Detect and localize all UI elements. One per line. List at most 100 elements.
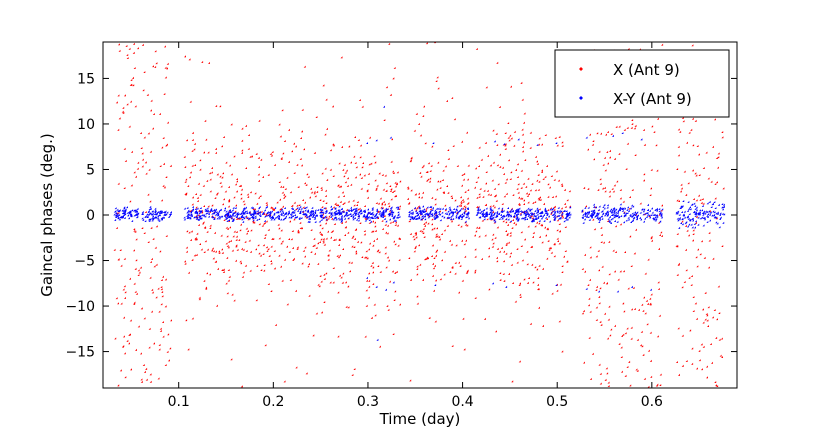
data-point	[198, 210, 201, 213]
data-point	[203, 226, 206, 229]
data-point	[146, 213, 149, 216]
data-point	[597, 249, 600, 252]
data-point	[700, 343, 703, 346]
data-point	[562, 209, 565, 212]
data-point	[561, 350, 564, 353]
data-point	[222, 271, 225, 274]
data-point	[366, 190, 369, 193]
data-point	[706, 376, 709, 379]
data-point	[315, 116, 318, 119]
data-point	[122, 288, 125, 291]
data-point	[198, 298, 201, 301]
data-point	[151, 213, 154, 216]
data-point	[543, 213, 546, 216]
data-point	[291, 211, 294, 214]
data-point	[599, 287, 602, 290]
data-point	[484, 234, 487, 237]
data-point	[218, 250, 221, 253]
data-point	[219, 105, 222, 108]
data-point	[257, 179, 260, 182]
data-point	[593, 158, 596, 161]
data-point	[390, 188, 393, 191]
data-point	[249, 155, 252, 158]
data-point	[650, 168, 653, 171]
data-point-outlier	[392, 281, 395, 284]
data-point	[547, 215, 550, 218]
data-point	[550, 251, 553, 254]
data-point	[389, 93, 392, 96]
data-point	[551, 213, 554, 216]
data-point	[709, 211, 712, 214]
data-point	[158, 112, 161, 115]
data-point	[235, 245, 238, 248]
data-point	[692, 198, 695, 201]
data-point	[439, 186, 442, 189]
data-point	[521, 259, 524, 262]
data-point	[389, 221, 392, 224]
data-point	[524, 158, 527, 161]
data-point	[711, 316, 714, 319]
data-point	[694, 207, 697, 210]
data-point	[477, 206, 480, 209]
data-point	[143, 317, 146, 320]
data-point	[628, 207, 631, 210]
data-point	[600, 210, 603, 213]
data-point	[501, 202, 504, 205]
data-point	[547, 208, 550, 211]
data-point	[532, 201, 535, 204]
data-point	[659, 220, 662, 223]
data-point	[641, 345, 644, 348]
data-point	[124, 376, 127, 379]
data-point	[350, 161, 353, 164]
data-point	[455, 214, 458, 217]
data-point	[232, 206, 235, 209]
data-point	[337, 204, 340, 207]
data-point	[697, 213, 700, 216]
data-point	[556, 289, 559, 292]
data-point	[153, 213, 156, 216]
data-point	[254, 215, 257, 218]
data-point	[225, 242, 228, 245]
data-point	[375, 187, 378, 190]
data-point	[152, 237, 155, 240]
data-point	[508, 272, 511, 275]
data-point	[493, 211, 496, 214]
data-point	[290, 238, 293, 241]
data-point	[245, 216, 248, 219]
data-point	[639, 216, 642, 219]
data-point	[708, 213, 711, 216]
data-point	[317, 262, 320, 265]
data-point	[502, 220, 505, 223]
data-point	[683, 216, 686, 219]
data-point	[193, 254, 196, 257]
data-point	[461, 140, 464, 143]
data-point	[315, 246, 318, 249]
data-point	[431, 214, 434, 217]
data-point	[431, 196, 434, 199]
data-point	[317, 283, 320, 286]
data-point	[237, 216, 240, 219]
data-point	[389, 185, 392, 188]
data-point	[509, 234, 512, 237]
data-point	[114, 207, 117, 210]
data-point	[682, 213, 685, 216]
data-point	[368, 163, 371, 166]
data-point	[676, 199, 679, 202]
data-point	[210, 207, 213, 210]
data-point	[257, 165, 260, 168]
data-point	[687, 234, 690, 237]
data-point	[151, 216, 154, 219]
data-point	[183, 216, 186, 219]
data-point	[363, 209, 366, 212]
data-point	[542, 324, 545, 327]
data-point	[475, 226, 478, 229]
data-point	[286, 303, 289, 306]
data-point-outlier	[505, 285, 508, 288]
data-point	[608, 240, 611, 243]
data-point	[715, 384, 718, 387]
data-point	[438, 235, 441, 238]
data-point	[607, 217, 610, 220]
data-point	[645, 299, 648, 302]
data-point	[623, 215, 626, 218]
data-point	[383, 217, 386, 220]
